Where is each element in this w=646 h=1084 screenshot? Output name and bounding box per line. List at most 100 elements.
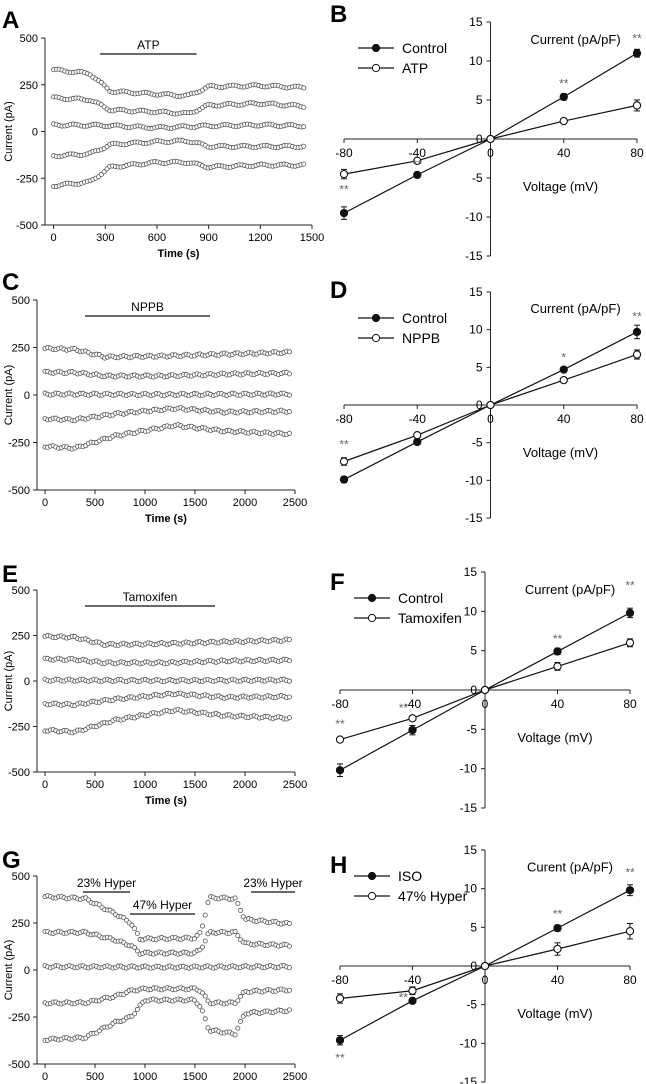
trace-point xyxy=(286,678,292,684)
y-tick-label: 15 xyxy=(464,565,478,579)
x-tick-label: 0 xyxy=(482,973,489,987)
y-tick-label: -5 xyxy=(472,436,483,450)
y-tick-label: 10 xyxy=(469,323,483,337)
data-point xyxy=(553,662,562,671)
legend-marker xyxy=(367,891,377,901)
data-point xyxy=(335,1036,345,1045)
x-tick-label: 1000 xyxy=(133,497,157,509)
iv-series-2 xyxy=(339,99,642,180)
x-tick-label: 2500 xyxy=(283,779,307,791)
trace-point xyxy=(232,928,238,934)
data-point xyxy=(553,923,562,933)
y-tick-label: -5 xyxy=(472,171,483,185)
trace-series-3 xyxy=(42,963,292,971)
legend-label: ISO xyxy=(398,868,422,884)
x-axis-title: Voltage (mV) xyxy=(523,445,598,460)
trace-point xyxy=(238,993,244,999)
data-point xyxy=(335,735,345,744)
data-point xyxy=(486,134,495,144)
trace-point xyxy=(129,922,135,928)
significance-mark: ** xyxy=(632,31,642,45)
panel-label: F xyxy=(330,569,345,596)
data-point xyxy=(559,375,568,385)
panel-d: D -15 -10 -5 0 5 10 15 -80 -40 0 40 80 Voltage (mV) Cu… xyxy=(330,277,644,525)
x-tick-label: -40 xyxy=(409,146,427,160)
data-point xyxy=(553,944,562,954)
trace-series-1 xyxy=(42,893,292,943)
trace-point xyxy=(191,936,197,942)
trace-point xyxy=(132,944,138,950)
trace-point xyxy=(301,143,307,149)
x-tick-label: 500 xyxy=(86,779,104,791)
iv-series-2 xyxy=(335,638,635,744)
data-point xyxy=(339,208,349,218)
x-tick-label: 80 xyxy=(623,697,637,711)
trace-point xyxy=(238,1018,244,1024)
trace-point xyxy=(132,926,138,932)
trace-point xyxy=(286,943,292,949)
y-axis-title: Current (pA) xyxy=(3,101,15,162)
x-tick-label: 0 xyxy=(42,1071,48,1083)
trace-series-5 xyxy=(42,996,292,1043)
y-tick-label: 0 xyxy=(24,390,30,402)
data-point xyxy=(408,986,417,995)
panel-c: C -500 -250 0 250 500 0 500 1000 1500 2000 2500 Time… xyxy=(2,269,307,525)
trace-point xyxy=(286,371,292,377)
trace-point xyxy=(286,694,292,700)
x-tick-label: -80 xyxy=(335,412,353,426)
y-tick-label: -500 xyxy=(16,220,38,232)
y-tick-label: 0 xyxy=(24,676,30,688)
trace-point xyxy=(235,933,241,939)
panel-a: A -500 -250 0 250 500 0 300 600 900 1200 1500 Time (… xyxy=(2,7,324,260)
trace-point xyxy=(205,1025,211,1031)
legend-label: Tamoxifen xyxy=(398,610,462,626)
y-tick-label: -15 xyxy=(465,249,483,263)
y-tick-label: -10 xyxy=(465,473,483,487)
trace-series-5 xyxy=(51,158,307,190)
x-tick-label: 0 xyxy=(482,697,489,711)
y-tick-label: -5 xyxy=(466,998,477,1012)
significance-mark: ** xyxy=(632,310,642,324)
panel-b: B -15 -10 -5 0 5 10 15 -80 -40 0 40 80 Voltage (mV) Cu… xyxy=(330,1,644,263)
y-tick-label: 10 xyxy=(464,882,478,896)
data-point xyxy=(480,961,490,971)
trace-point xyxy=(286,392,292,398)
y-tick-label: -250 xyxy=(8,722,30,734)
y-tick-label: 15 xyxy=(469,15,483,29)
legend: Control Tamoxifen xyxy=(354,590,462,626)
significance-mark: ** xyxy=(335,717,345,731)
trace-point xyxy=(200,990,206,996)
panel-label: G xyxy=(2,847,21,874)
treatment-label: 23% Hyper xyxy=(77,876,136,890)
x-tick-label: -80 xyxy=(331,973,349,987)
y-tick-label: -10 xyxy=(460,1036,478,1050)
y-tick-label: -250 xyxy=(8,438,30,450)
y-tick-label: 250 xyxy=(12,631,30,643)
data-point xyxy=(408,996,417,1005)
x-tick-label: 0 xyxy=(487,412,494,426)
panel-e: E -500 -250 0 250 500 0 500 1000 1500 2000 2500 Time… xyxy=(2,561,307,807)
data-point xyxy=(408,714,417,723)
panel-label: H xyxy=(330,852,347,879)
data-point xyxy=(553,647,562,656)
significance-mark: * xyxy=(561,350,566,364)
legend-marker xyxy=(367,613,377,623)
panel-label: A xyxy=(2,7,19,34)
trace-point xyxy=(104,85,110,91)
legend-marker xyxy=(371,313,381,323)
x-tick-label: -80 xyxy=(335,146,353,160)
y-axis-title: Curent (pA/pF) xyxy=(527,860,613,875)
x-tick-label: 40 xyxy=(551,697,565,711)
x-tick-label: 80 xyxy=(623,973,637,987)
legend-marker xyxy=(367,593,377,603)
trace-point xyxy=(200,1008,206,1014)
y-axis-title: Current (pA/pF) xyxy=(530,32,620,47)
trace-series-5 xyxy=(42,706,292,736)
panel-label: C xyxy=(2,269,19,296)
y-axis-title: Current (pA/pF) xyxy=(530,301,620,316)
y-axis-title: Current (pA/pF) xyxy=(525,582,615,597)
trace-point xyxy=(200,944,206,950)
trace-series-3 xyxy=(51,121,307,132)
trace-series-4 xyxy=(42,985,292,1007)
